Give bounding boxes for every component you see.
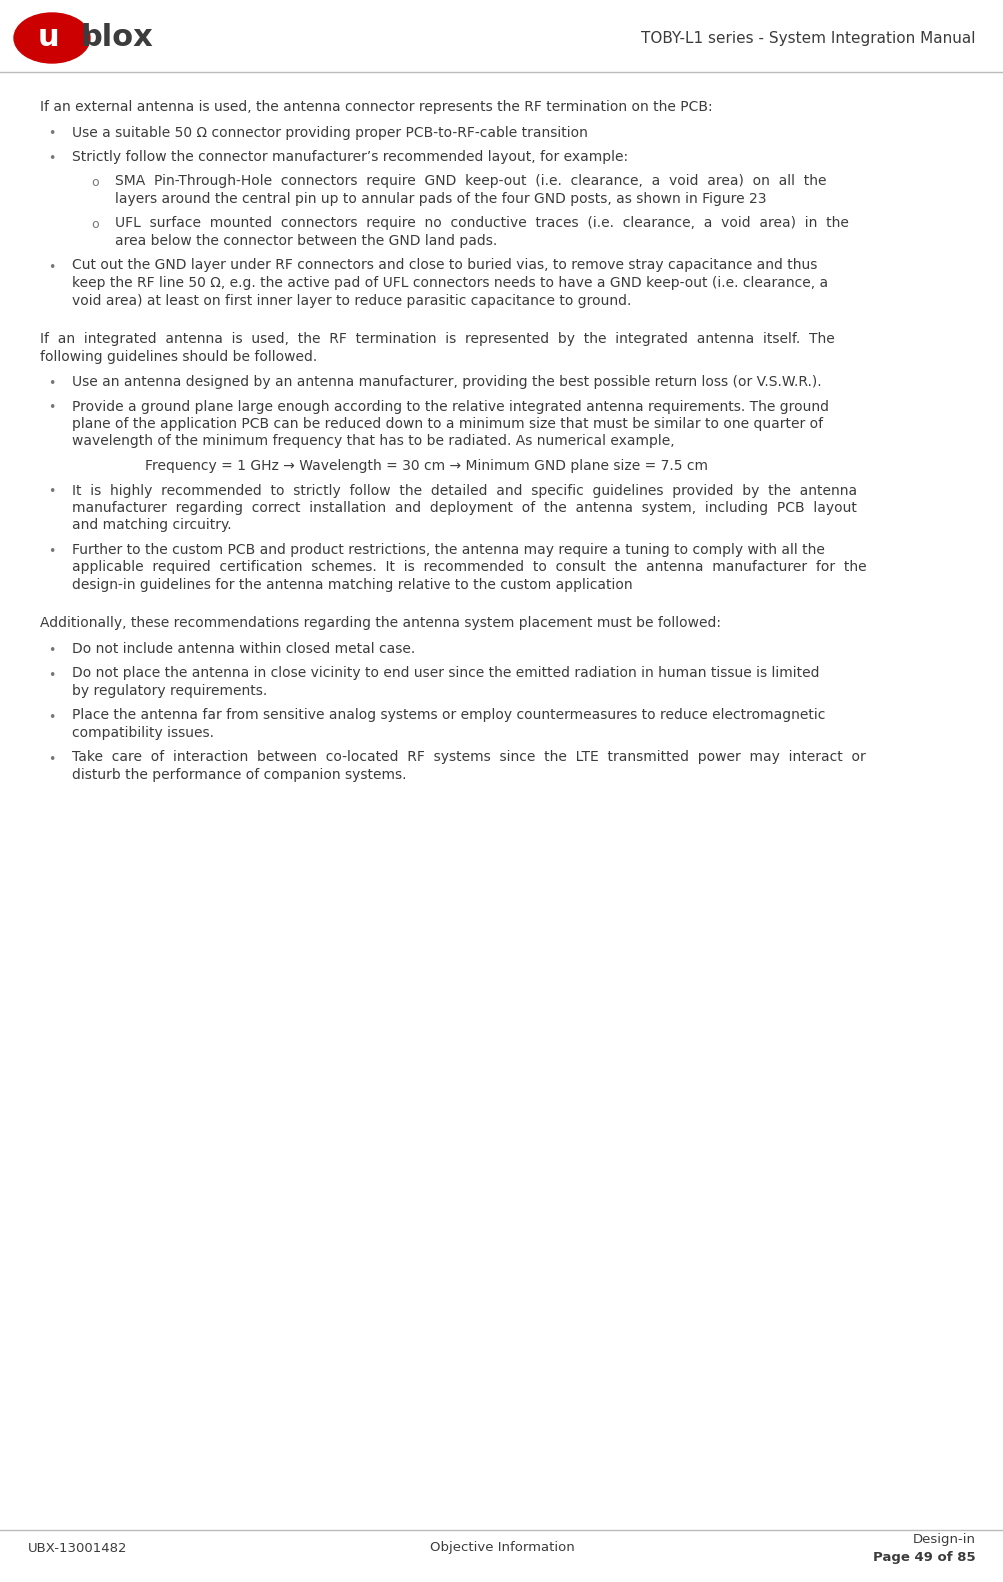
- Text: Frequency = 1 GHz → Wavelength = 30 cm → Minimum GND plane size = 7.5 cm: Frequency = 1 GHz → Wavelength = 30 cm →…: [144, 459, 707, 473]
- Text: •: •: [48, 669, 55, 682]
- Text: Objective Information: Objective Information: [429, 1541, 574, 1555]
- Text: •: •: [48, 546, 55, 558]
- Text: Place the antenna far from sensitive analog systems or employ countermeasures to: Place the antenna far from sensitive ana…: [72, 709, 824, 723]
- Text: o: o: [91, 176, 98, 188]
- Text: by regulatory requirements.: by regulatory requirements.: [72, 683, 267, 698]
- Text: u: u: [37, 24, 59, 52]
- Text: disturb the performance of companion systems.: disturb the performance of companion sys…: [72, 767, 406, 782]
- Text: manufacturer  regarding  correct  installation  and  deployment  of  the  antenn: manufacturer regarding correct installat…: [72, 501, 856, 516]
- Text: Additionally, these recommendations regarding the antenna system placement must : Additionally, these recommendations rega…: [40, 617, 720, 631]
- Text: area below the connector between the GND land pads.: area below the connector between the GND…: [115, 234, 496, 248]
- Text: Use an antenna designed by an antenna manufacturer, providing the best possible : Use an antenna designed by an antenna ma…: [72, 375, 820, 389]
- Text: following guidelines should be followed.: following guidelines should be followed.: [40, 350, 317, 364]
- Text: Take  care  of  interaction  between  co-located  RF  systems  since  the  LTE  : Take care of interaction between co-loca…: [72, 750, 865, 764]
- Text: plane of the application PCB can be reduced down to a minimum size that must be : plane of the application PCB can be redu…: [72, 418, 822, 430]
- Text: compatibility issues.: compatibility issues.: [72, 726, 214, 740]
- Text: keep the RF line 50 Ω, e.g. the active pad of UFL connectors needs to have a GND: keep the RF line 50 Ω, e.g. the active p…: [72, 275, 827, 290]
- Text: o: o: [91, 217, 98, 231]
- Text: and matching circuitry.: and matching circuitry.: [72, 519, 232, 533]
- Text: wavelength of the minimum frequency that has to be radiated. As numerical exampl: wavelength of the minimum frequency that…: [72, 435, 674, 449]
- Text: applicable  required  certification  schemes.  It  is  recommended  to  consult : applicable required certification scheme…: [72, 560, 866, 574]
- Text: Strictly follow the connector manufacturer’s recommended layout, for example:: Strictly follow the connector manufactur…: [72, 150, 628, 165]
- Text: Page 49 of 85: Page 49 of 85: [873, 1552, 975, 1565]
- Text: TOBY-L1 series - System Integration Manual: TOBY-L1 series - System Integration Manu…: [641, 30, 975, 46]
- Text: Do not place the antenna in close vicinity to end user since the emitted radiati: Do not place the antenna in close vicini…: [72, 666, 818, 680]
- Text: •: •: [48, 486, 55, 498]
- Text: Provide a ground plane large enough according to the relative integrated antenna: Provide a ground plane large enough acco…: [72, 400, 828, 413]
- Text: It  is  highly  recommended  to  strictly  follow  the  detailed  and  specific : It is highly recommended to strictly fol…: [72, 484, 857, 497]
- Text: layers around the central pin up to annular pads of the four GND posts, as shown: layers around the central pin up to annu…: [115, 191, 765, 206]
- Text: Design-in: Design-in: [912, 1533, 975, 1547]
- Text: blox: blox: [81, 24, 153, 52]
- Ellipse shape: [14, 13, 90, 63]
- Text: •: •: [48, 152, 55, 165]
- Text: •: •: [48, 377, 55, 391]
- Text: If  an  integrated  antenna  is  used,  the  RF  termination  is  represented  b: If an integrated antenna is used, the RF…: [40, 332, 833, 346]
- Text: If an external antenna is used, the antenna connector represents the RF terminat: If an external antenna is used, the ante…: [40, 100, 712, 114]
- Text: •: •: [48, 261, 55, 274]
- Text: UBX-13001482: UBX-13001482: [28, 1541, 127, 1555]
- Text: design-in guidelines for the antenna matching relative to the custom application: design-in guidelines for the antenna mat…: [72, 577, 632, 592]
- Text: •: •: [48, 753, 55, 766]
- Text: •: •: [48, 402, 55, 414]
- Text: Use a suitable 50 Ω connector providing proper PCB-to-RF-cable transition: Use a suitable 50 Ω connector providing …: [72, 125, 588, 139]
- Text: UFL  surface  mounted  connectors  require  no  conductive  traces  (i.e.  clear: UFL surface mounted connectors require n…: [115, 217, 848, 231]
- Text: •: •: [48, 128, 55, 141]
- Text: Cut out the GND layer under RF connectors and close to buried vias, to remove st: Cut out the GND layer under RF connector…: [72, 258, 816, 272]
- Text: •: •: [48, 644, 55, 657]
- Text: SMA  Pin-Through-Hole  connectors  require  GND  keep-out  (i.e.  clearance,  a : SMA Pin-Through-Hole connectors require …: [115, 174, 825, 188]
- Text: Further to the custom PCB and product restrictions, the antenna may require a tu: Further to the custom PCB and product re…: [72, 543, 824, 557]
- Text: void area) at least on first inner layer to reduce parasitic capacitance to grou: void area) at least on first inner layer…: [72, 294, 631, 307]
- Text: •: •: [48, 710, 55, 723]
- Text: Do not include antenna within closed metal case.: Do not include antenna within closed met…: [72, 642, 415, 657]
